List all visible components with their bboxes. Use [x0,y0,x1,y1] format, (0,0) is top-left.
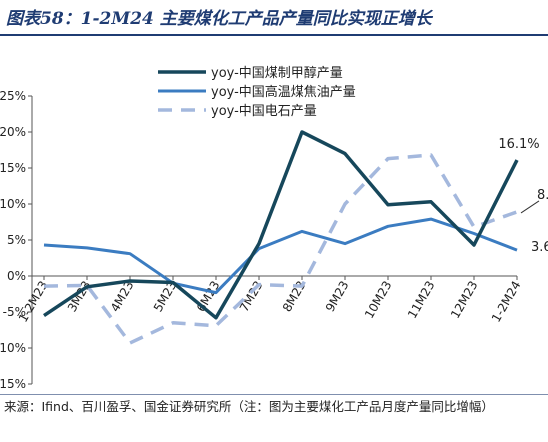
legend: yoy-中国煤制甲醇产量 yoy-中国高温煤焦油产量 yoy-中国电石产量 [158,65,356,119]
y-tick-label: -10% [0,341,26,355]
title-rule [0,34,548,36]
y-tick-label: -15% [0,377,26,391]
chart-title: 图表58：1-2M24 主要煤化工产品产量同比实现正增长 [6,9,432,29]
y-tick-label: 20% [0,125,26,139]
y-tick-label: 25% [0,89,26,103]
x-tick-label: 9M23 [323,279,352,315]
annotation-carbide: 8.9% [537,188,548,203]
legend-label: yoy-中国煤制甲醇产量 [211,65,343,81]
x-axis: 1-2M23 3M23 4M23 5M23 6M23 7M23 8M23 9M23 10M23 1… [16,275,524,325]
series-line-2 [43,217,518,295]
series-line-1 [43,130,519,320]
source-note: 来源：Ifind、百川盈孚、国金证券研究所（注：图为主要煤化工产品月度产量同比增… [4,399,494,414]
x-tick-label: 6M23 [194,279,223,315]
chart-area: -15%-10%-5%0%5%10%15%20%25% 1-2M233M234M… [0,65,548,391]
x-tick-label: 11M23 [405,279,438,321]
y-tick-label: 15% [0,161,26,175]
x-tick-label: 1-2M24 [489,279,524,325]
footer-rule [0,394,548,395]
annotation-coaltar: 3.6% [531,240,548,255]
x-tick-label: 12M23 [448,279,481,321]
y-tick-label: 0% [7,269,26,283]
legend-label: yoy-中国电石产量 [211,104,317,119]
y-tick-label: 10% [0,197,26,211]
y-axis: -15% -10% -5% 0% 5% 10% 15% 20% 25% [0,89,33,391]
series-lines [43,130,519,345]
y-tick-label: -5% [3,305,26,319]
annotations: 16.1% 8.9% 3.6% [498,137,548,255]
annotation-leader [520,200,540,214]
y-tick-label: 5% [7,233,26,247]
legend-label: yoy-中国高温煤焦油产量 [211,84,356,100]
annotation-methanol: 16.1% [498,137,539,152]
series-line-3 [43,153,518,345]
x-tick-label: 7M23 [237,279,266,315]
x-tick-label: 10M23 [362,279,395,321]
